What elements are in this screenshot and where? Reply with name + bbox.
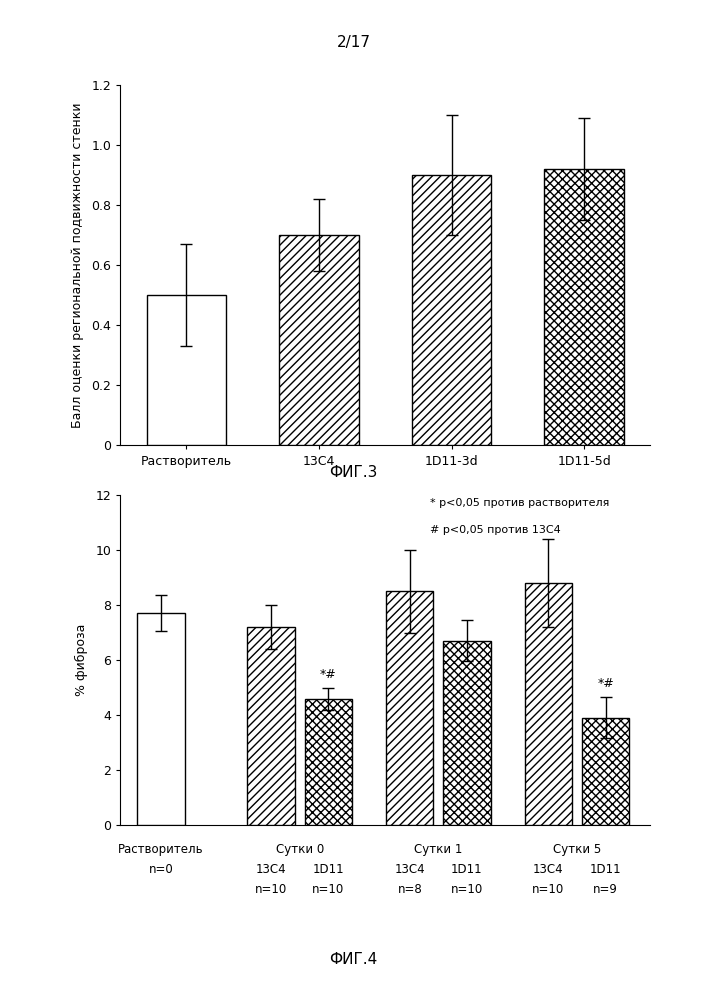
Text: n=0: n=0 [148,863,173,876]
Bar [386,591,433,825]
Text: Сутки 1: Сутки 1 [414,843,462,856]
Text: n=9: n=9 [593,883,618,896]
Text: n=10: n=10 [255,883,287,896]
Text: 13С4: 13С4 [256,863,286,876]
Text: Растворитель: Растворитель [118,843,204,856]
Text: n=10: n=10 [532,883,565,896]
Text: 2/17: 2/17 [337,35,370,50]
Text: ФИГ.4: ФИГ.4 [329,952,378,967]
Text: 13С4: 13С4 [533,863,563,876]
Text: 13С4: 13С4 [395,863,425,876]
Text: # p<0,05 против 13С4: # p<0,05 против 13С4 [431,525,561,535]
Bar [279,235,358,445]
Bar [412,175,491,445]
Text: Сутки 0: Сутки 0 [276,843,324,856]
Text: n=10: n=10 [312,883,344,896]
Bar [247,627,295,825]
Text: Сутки 5: Сутки 5 [553,843,601,856]
Text: 1D11: 1D11 [590,863,621,876]
Text: *#: *# [320,668,337,681]
Text: 1D11: 1D11 [312,863,344,876]
Y-axis label: % фиброза: % фиброза [75,624,88,696]
Bar [544,169,624,445]
Text: 1D11: 1D11 [451,863,483,876]
Bar [582,718,629,825]
Text: *#: *# [597,677,614,690]
Bar [443,641,491,825]
Text: ФИГ.3: ФИГ.3 [329,465,378,480]
Bar [305,698,352,825]
Bar [147,295,226,445]
Text: n=10: n=10 [451,883,483,896]
Text: n=8: n=8 [397,883,422,896]
Bar [137,613,185,825]
Y-axis label: Балл оценки региональной подвижности стенки: Балл оценки региональной подвижности сте… [71,102,84,428]
Text: * p<0,05 против растворителя: * p<0,05 против растворителя [431,498,609,508]
Bar [525,583,572,825]
